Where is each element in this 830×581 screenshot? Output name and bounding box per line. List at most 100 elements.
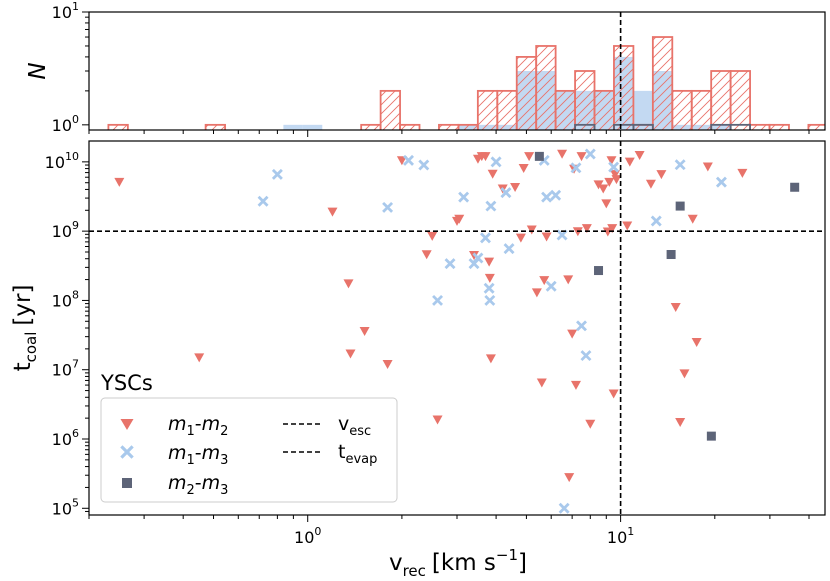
hist-step-m1-m2 — [593, 89, 615, 130]
legend-marker-m2-m3 — [122, 478, 132, 488]
point-m1-m3 — [580, 350, 592, 362]
point-m1-m3 — [608, 161, 620, 173]
point-m1-m2 — [382, 360, 393, 370]
point-m1-m3 — [490, 156, 502, 168]
hist-step-m1-m2 — [554, 89, 576, 130]
x-label-sub: rec — [403, 562, 426, 580]
point-m2-m3 — [675, 201, 685, 211]
point-m2-m3 — [706, 431, 716, 441]
point-m1-m3 — [403, 154, 415, 166]
point-m1-m2 — [432, 415, 443, 425]
point-m1-m2 — [604, 177, 615, 187]
point-m1-m2 — [585, 419, 596, 429]
point-m1-m2 — [327, 207, 338, 217]
x-label-sup: −1 — [496, 546, 518, 564]
legend-label-vesc: vesc — [338, 413, 371, 439]
point-m1-m2 — [656, 170, 667, 180]
point-m1-m2 — [570, 380, 581, 390]
legend-label-m1-m2: m1-m2 — [168, 413, 228, 439]
point-m1-m2 — [645, 179, 656, 189]
hist-step-m1-m2 — [496, 89, 518, 130]
point-m1-m2 — [608, 389, 619, 399]
point-m1-m2 — [564, 473, 575, 483]
scatter-y-tick-label: 106 — [52, 427, 79, 449]
scatter-points — [114, 148, 800, 514]
legend-frame — [100, 397, 398, 503]
point-m1-m2 — [581, 224, 592, 234]
hist-step-m1-m2 — [768, 123, 790, 130]
hist-step-m1-m2 — [204, 123, 226, 130]
point-m1-m2 — [510, 183, 521, 193]
y-label-units: [yr] — [10, 285, 36, 326]
point-m1-m3 — [480, 232, 491, 244]
point-m1-m3 — [556, 229, 568, 241]
scatter-y-tick-label: 108 — [52, 288, 79, 310]
hist-step-m1-m2 — [729, 70, 751, 130]
legend: YSCs m1-m2 m1-m3 m2-m3 vesc tevap — [100, 371, 398, 503]
point-m1-m2 — [607, 224, 618, 234]
hist-step-m1-m2 — [671, 89, 693, 130]
point-m1-m3 — [674, 159, 686, 171]
point-m1-m3 — [484, 294, 496, 306]
point-m1-m2 — [524, 152, 535, 162]
hist-step-m1-m2 — [515, 56, 538, 130]
point-m1-m2 — [598, 184, 609, 194]
hist-step-m1-m2 — [574, 70, 596, 130]
y-label-main: t — [10, 362, 36, 371]
point-m1-m2 — [601, 199, 612, 209]
hist-step-m1-m2 — [710, 70, 732, 130]
hist-step-m1-m2 — [399, 123, 421, 130]
point-m1-m2 — [622, 221, 633, 231]
hist-step-m1-m2 — [749, 123, 771, 130]
point-m1-m2 — [454, 214, 465, 224]
scatter-y-axis-label: tcoal [yr] — [10, 285, 40, 372]
point-m1-m2 — [515, 233, 526, 243]
point-m1-m2 — [114, 177, 125, 187]
point-m1-m3 — [584, 148, 596, 160]
hist-step-m1-m2 — [535, 45, 557, 130]
legend-label-m2-m3: m2-m3 — [168, 472, 228, 498]
point-m1-m3 — [558, 502, 570, 514]
hist-bar-m1-m3 — [302, 124, 323, 130]
hist-step-m1-m2 — [613, 45, 635, 130]
hist-step-m2-m3 — [632, 123, 654, 130]
point-m1-m2 — [687, 214, 698, 224]
hist-bar-m1-m3 — [633, 90, 653, 130]
point-m1-m3 — [382, 201, 394, 213]
point-m1-m2 — [576, 152, 587, 162]
point-m1-m3 — [485, 200, 497, 212]
point-m1-m3 — [472, 252, 484, 264]
scatter-y-tick-label: 105 — [52, 496, 79, 518]
hist-step-m1-m2 — [476, 89, 499, 130]
point-m1-m3 — [418, 159, 430, 171]
point-m1-m2 — [345, 349, 356, 359]
point-m1-m3 — [483, 282, 495, 294]
point-m1-m2 — [563, 275, 574, 285]
hist-step-m1-m2 — [360, 123, 382, 130]
point-m1-m2 — [611, 175, 622, 185]
point-m1-m2 — [480, 152, 491, 162]
legend-title: YSCs — [100, 371, 153, 395]
point-m1-m3 — [545, 280, 557, 292]
histogram-y-axis-label: N — [25, 62, 51, 79]
point-m1-m3 — [650, 215, 662, 227]
hist-step-m2-m3 — [729, 123, 751, 130]
point-m1-m3 — [257, 195, 269, 207]
scatter-panel: 100 101 105 106 107 108 109 1010 — [45, 140, 826, 547]
point-m1-m3 — [271, 168, 283, 180]
legend-label-m1-m3: m1-m3 — [168, 442, 228, 468]
point-m1-m2 — [606, 156, 617, 166]
point-m1-m3 — [576, 320, 587, 332]
point-m1-m2 — [557, 149, 568, 159]
point-m1-m2 — [531, 288, 542, 298]
point-m1-m2 — [624, 157, 635, 167]
point-m1-m2 — [670, 302, 681, 312]
point-m1-m2 — [675, 417, 686, 427]
point-m1-m2 — [343, 279, 354, 289]
point-m1-m2 — [526, 225, 537, 235]
point-m1-m2 — [691, 337, 702, 347]
point-m1-m2 — [396, 156, 407, 166]
point-m2-m3 — [534, 151, 544, 161]
point-m1-m2 — [610, 170, 621, 180]
